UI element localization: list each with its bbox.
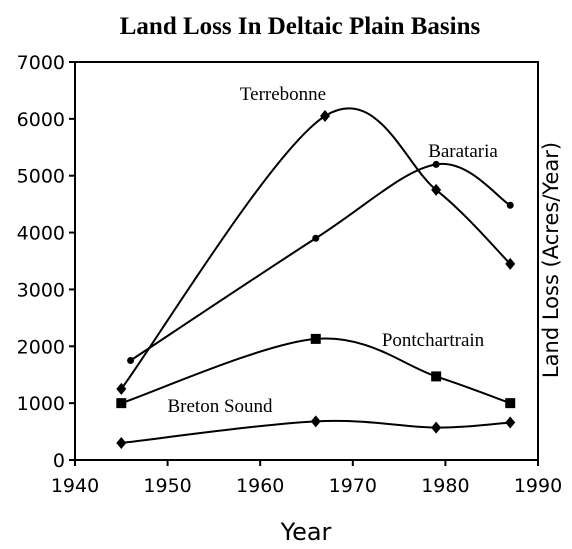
x-axis-label: Year: [280, 518, 332, 546]
marker: [505, 416, 516, 429]
y-tick-label: 0: [53, 450, 65, 472]
x-tick-label: 1950: [143, 475, 191, 497]
y-tick-label: 4000: [17, 223, 65, 245]
marker: [127, 357, 135, 364]
marker: [431, 421, 442, 434]
marker: [310, 415, 321, 428]
y-tick-label: 7000: [17, 52, 65, 74]
plot-frame: [74, 61, 539, 461]
series-label: Terrebonne: [240, 84, 326, 105]
x-tick-label: 1970: [329, 475, 377, 497]
series-line: [121, 419, 511, 444]
marker: [116, 398, 127, 409]
marker: [310, 333, 321, 344]
y-tick-label: 5000: [17, 166, 65, 188]
x-tick-label: 1980: [421, 475, 469, 497]
series-line: [120, 107, 511, 390]
marker: [506, 201, 514, 209]
series-label: Barataria: [428, 141, 498, 162]
marker: [116, 382, 127, 395]
y-tick-label: 3000: [17, 279, 65, 301]
marker: [505, 257, 516, 270]
series-line: [120, 337, 511, 405]
chart-title: Land Loss In Deltaic Plain Basins: [120, 13, 481, 40]
marker: [320, 110, 331, 123]
marker: [431, 371, 442, 382]
marker: [116, 436, 127, 449]
x-tick-label: 1990: [514, 475, 562, 497]
y-axis-label: Land Loss (Acres/Year): [539, 142, 563, 378]
series-label: Pontchartrain: [382, 330, 485, 351]
marker: [505, 398, 516, 409]
x-tick-label: 1960: [236, 475, 284, 497]
marker: [432, 160, 440, 168]
series-label: Breton Sound: [167, 396, 273, 417]
y-tick-label: 1000: [17, 393, 65, 415]
x-tick-label: 1940: [51, 475, 99, 497]
series-line: [130, 162, 511, 362]
y-tick-label: 2000: [17, 336, 65, 358]
marker: [312, 234, 320, 242]
y-tick-label: 6000: [17, 109, 65, 131]
marker: [431, 183, 442, 196]
